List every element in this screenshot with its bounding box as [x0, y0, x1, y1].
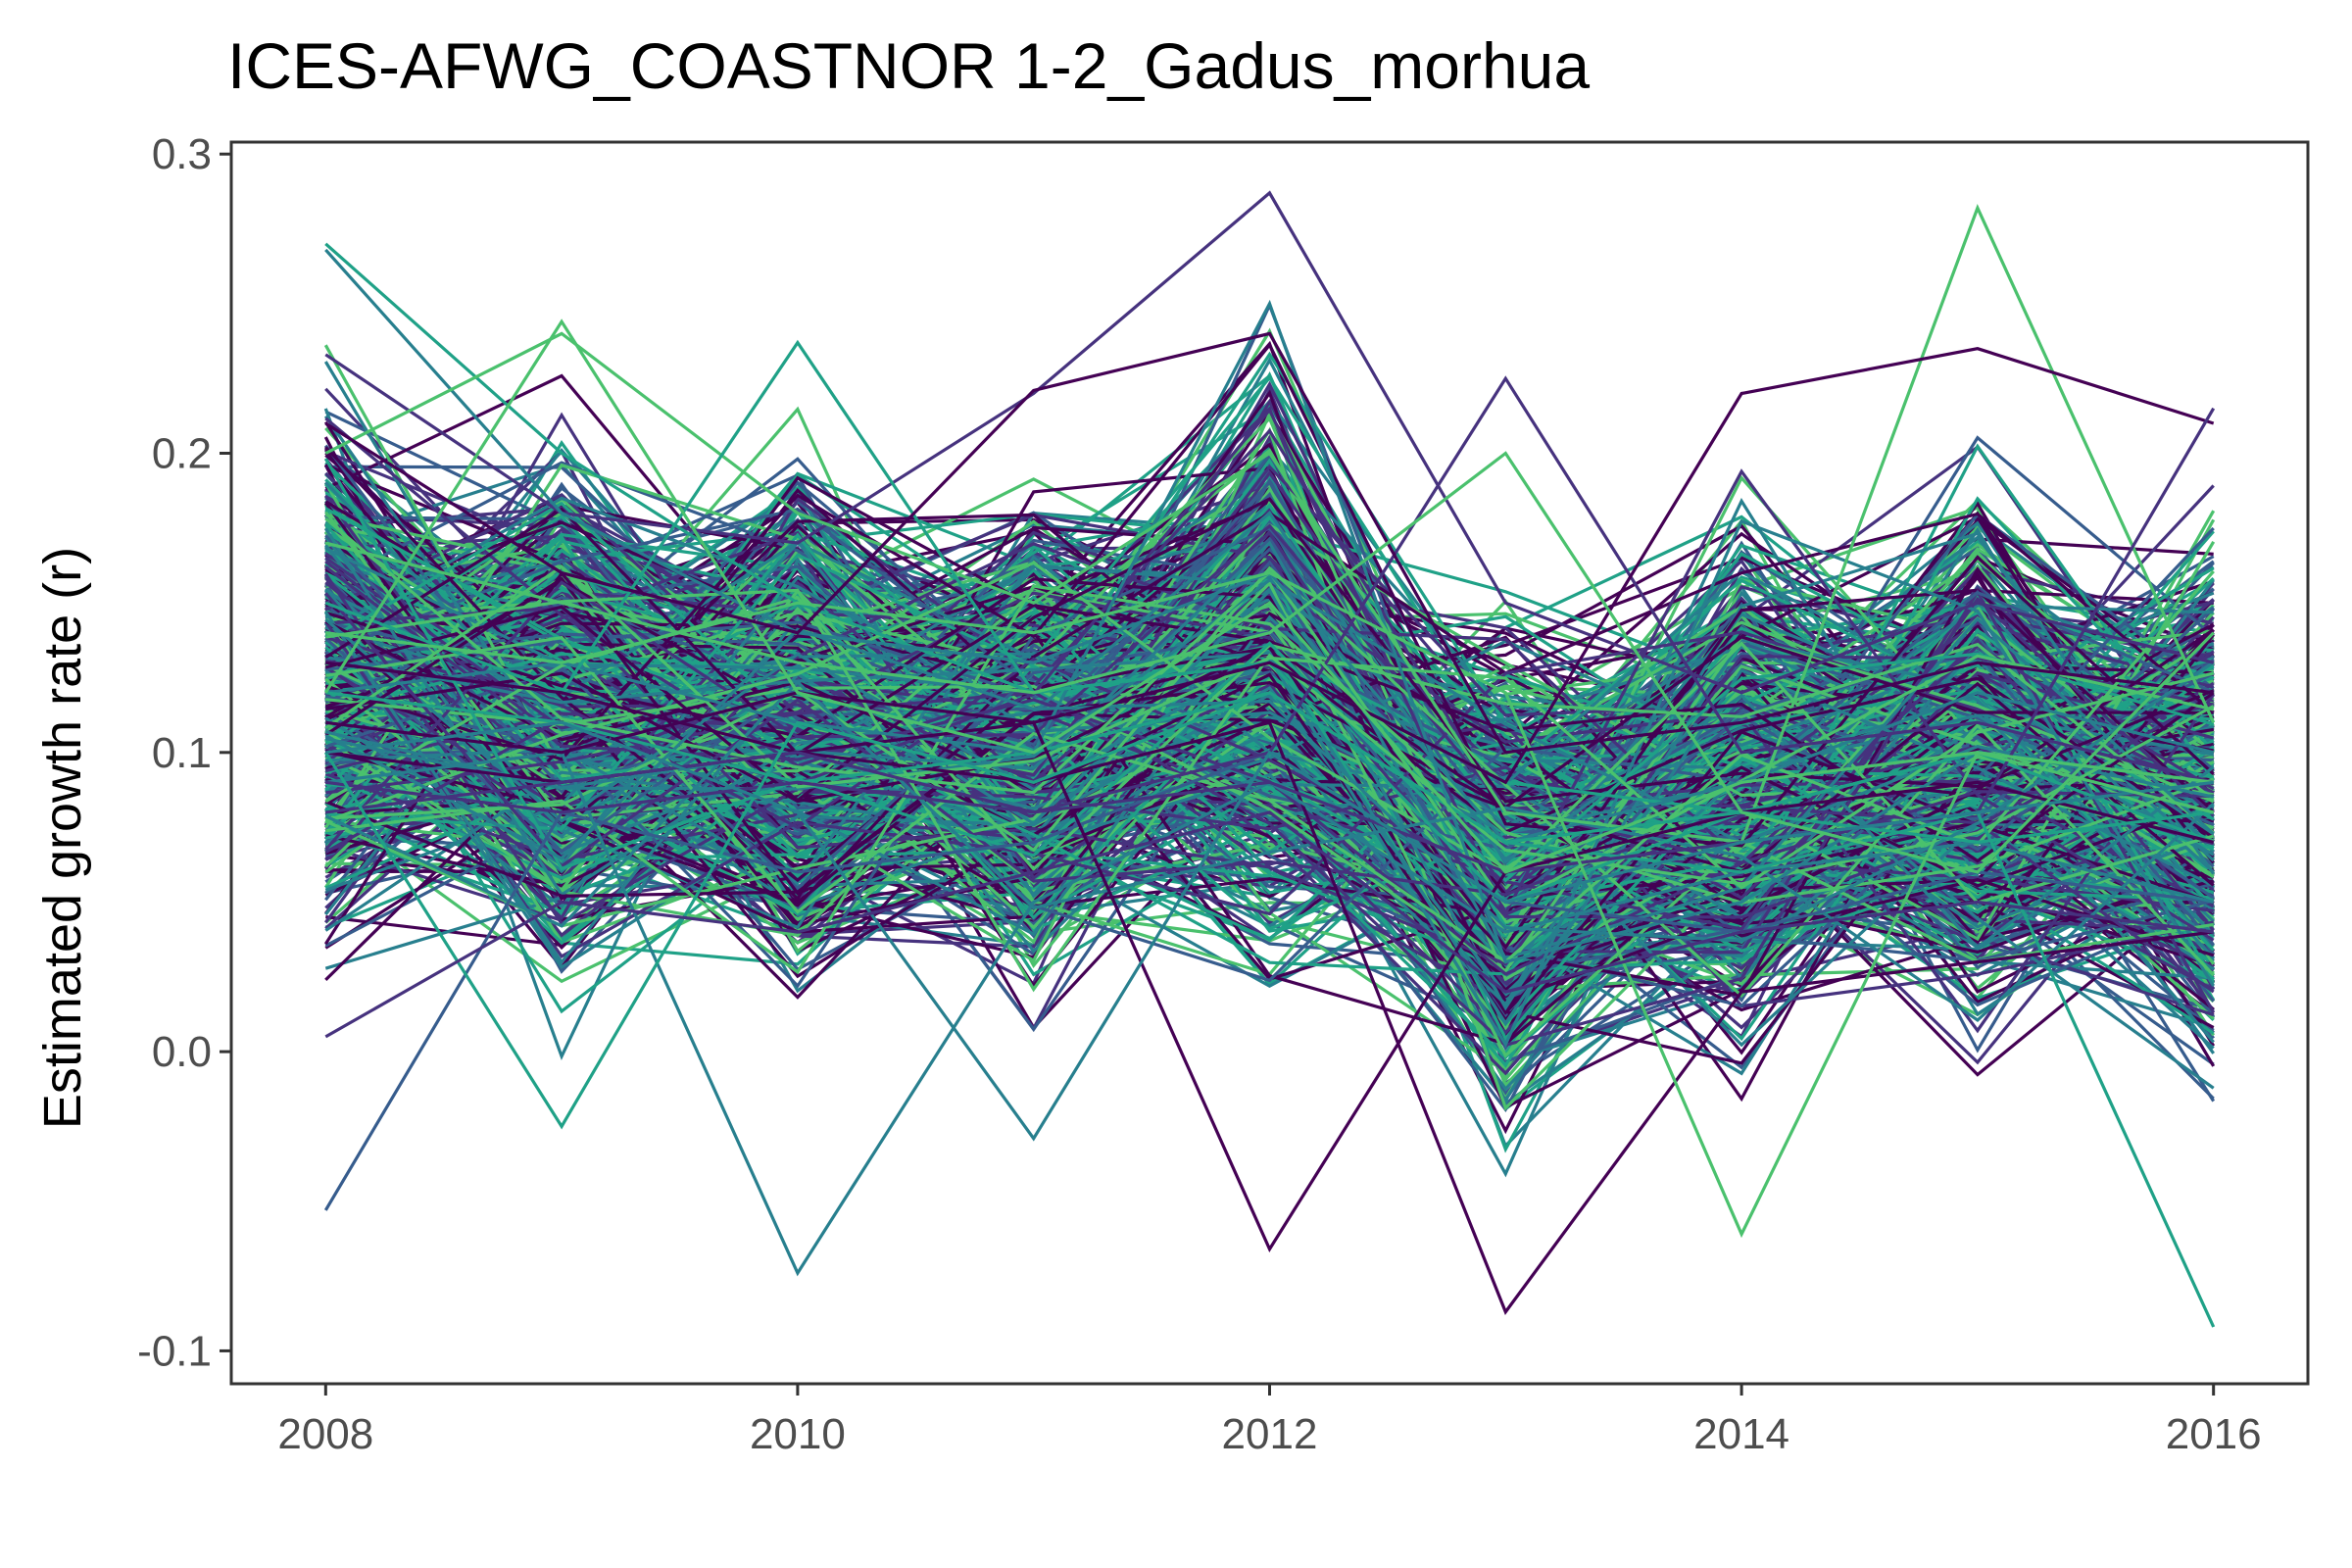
- series-line-21: [324, 451, 2215, 874]
- series-line: [324, 575, 2214, 867]
- series-line-7: [324, 204, 2216, 845]
- series-line: [324, 497, 2215, 804]
- series-line: [324, 502, 2215, 957]
- y-tick-label: 0.3: [152, 130, 212, 178]
- y-axis-ticks: -0.1 0.0 0.1 0.2 0.3: [137, 130, 231, 1375]
- y-axis-label: Estimated growth rate (r): [33, 547, 92, 1129]
- series-layer: [323, 190, 2216, 1328]
- x-axis-ticks: 2008 2010 2012 2014 2016: [277, 1384, 2262, 1458]
- series-line: [325, 566, 2215, 942]
- series-line: [324, 589, 2215, 1003]
- y-tick-label: 0.2: [152, 430, 212, 478]
- series-line-2: [325, 299, 2214, 964]
- series-line: [324, 499, 2215, 963]
- series-line-16: [323, 691, 2214, 1130]
- series-line: [324, 679, 2215, 1023]
- series-line: [324, 580, 2214, 1058]
- series-line: [325, 536, 2215, 1008]
- series-line-19: [324, 331, 2214, 755]
- series-line: [324, 469, 2214, 820]
- series-line-17: [325, 720, 2214, 1142]
- series-line: [324, 486, 2215, 930]
- x-tick-label: 2010: [750, 1410, 846, 1458]
- x-tick-label: 2012: [1222, 1410, 1318, 1458]
- series-line: [324, 531, 2216, 1007]
- series-line: [324, 627, 2215, 943]
- series-line: [325, 569, 2215, 964]
- series-line: [324, 680, 2215, 899]
- series-line: [324, 577, 2215, 845]
- series-line: [324, 505, 2215, 931]
- x-tick-label: 2016: [2166, 1410, 2262, 1458]
- chart-title: ICES-AFWG_COASTNOR 1-2_Gadus_morhua: [227, 29, 1590, 102]
- series-line: [323, 588, 2215, 1011]
- x-tick-label: 2008: [277, 1410, 373, 1458]
- series-line-11: [325, 661, 2215, 1252]
- series-line: [325, 584, 2215, 975]
- series-line: [324, 446, 2215, 951]
- series-line-13: [325, 347, 2215, 785]
- series-line-20: [324, 810, 2214, 1039]
- series-line: [324, 564, 2215, 890]
- series-line: [324, 592, 2215, 994]
- series-line-1: [324, 190, 2215, 695]
- series-line: [325, 588, 2215, 993]
- series-line: [324, 540, 2215, 960]
- x-tick-label: 2014: [1693, 1410, 1789, 1458]
- series-line: [324, 651, 2215, 1027]
- series-line: [323, 458, 2215, 883]
- y-tick-label: 0.1: [152, 729, 212, 777]
- y-tick-label: 0.0: [152, 1028, 212, 1076]
- series-line-18: [323, 318, 2215, 874]
- series-line: [324, 577, 2215, 898]
- y-tick-label: -0.1: [137, 1327, 212, 1375]
